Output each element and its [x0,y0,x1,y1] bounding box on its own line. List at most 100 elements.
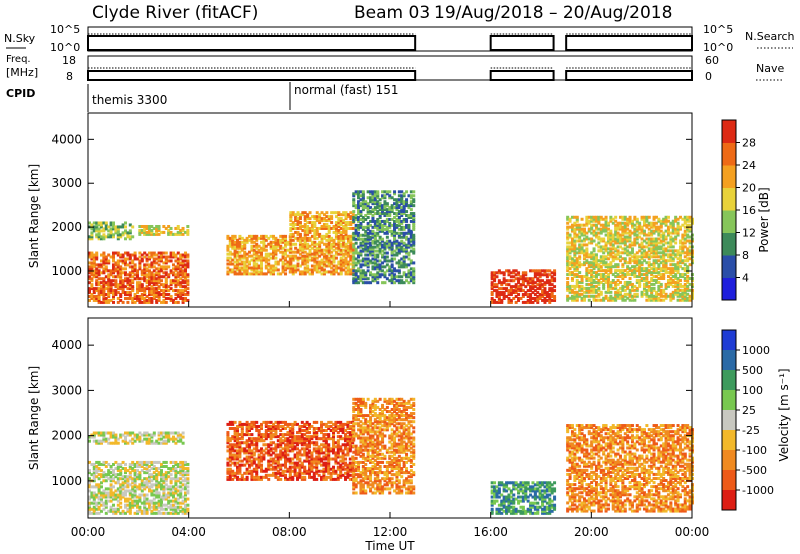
data-cell [286,240,290,244]
data-cell [621,215,625,219]
data-cell [184,509,187,513]
data-cell [378,212,382,216]
data-cell [250,240,254,244]
data-cell [369,223,373,227]
data-cell [140,460,144,464]
data-cell [366,233,370,237]
data-cell [119,265,123,269]
data-cell [179,283,183,287]
data-cell [100,221,103,225]
data-cell [578,275,582,279]
data-cell [495,289,499,293]
data-cell [664,261,668,265]
data-cell [376,217,380,221]
data-cell [361,194,365,198]
data-cell [609,253,613,257]
data-cell [320,248,324,252]
data-cell [638,255,642,259]
data-cell [659,267,663,271]
data-cell [566,259,570,263]
data-cell [112,283,115,287]
data-cell [184,497,187,501]
data-cell [366,223,370,227]
data-cell [666,282,670,286]
data-cell [169,279,173,283]
data-cell [621,298,625,302]
data-cell [604,294,608,298]
data-cell [342,244,346,248]
data-cell [621,251,625,255]
data-cell [592,247,596,251]
data-cell [402,212,406,216]
data-cell [505,283,509,287]
data-cell [599,275,603,279]
data-cell [114,460,118,464]
data-cell [614,215,618,219]
data-cell [133,293,137,297]
data-cell [669,239,673,243]
data-cell [566,251,570,255]
data-cell [342,248,346,252]
data-cell [296,217,300,221]
data-cell [176,505,180,509]
data-cell [294,230,298,234]
data-cell [124,261,127,265]
data-cell [397,219,401,223]
data-cell [112,257,115,261]
data-cell [150,479,154,483]
data-cell [566,288,570,292]
data-cell [371,192,375,196]
data-cell [228,260,232,264]
data-cell [112,279,115,283]
data-cell [678,294,682,298]
data-cell [364,277,368,281]
data-cell [88,251,91,255]
data-cell [92,269,96,273]
data-cell [174,507,178,511]
data-cell [104,293,108,297]
data-cell [635,257,639,261]
data-cell [238,272,242,276]
data-cell [128,273,132,277]
data-cell [179,485,183,489]
data-cell [352,281,356,285]
data-cell [383,214,387,218]
data-cell [119,433,123,437]
data-cell [671,227,675,231]
data-cell [298,252,302,256]
data-cell [121,475,125,479]
data-cell [390,229,394,233]
data-cell [107,509,111,513]
data-cell [119,253,123,257]
data-cell [88,265,91,269]
data-cell [164,267,168,271]
data-cell [124,437,127,441]
data-cell [294,256,298,260]
data-cell [669,253,673,257]
data-cell [385,243,389,247]
data-cell [352,217,356,221]
data-cell [369,212,373,216]
data-cell [369,271,373,275]
data-cell [186,497,190,501]
data-cell [150,296,154,300]
data-cell [128,501,132,505]
data-cell [318,232,322,236]
data-cell [294,266,298,270]
data-cell [148,485,151,489]
data-cell [100,491,103,495]
data-cell [330,266,334,270]
data-cell [592,288,596,292]
data-cell [575,259,579,263]
data-cell [354,233,358,237]
data-cell [143,483,147,487]
data-cell [286,242,290,246]
data-cell [243,240,247,244]
data-cell [633,294,637,298]
data-cell [364,237,368,241]
data-cell [236,250,240,254]
data-cell [376,221,380,225]
data-cell [238,250,242,254]
data-cell [650,237,654,241]
data-cell [342,268,346,272]
